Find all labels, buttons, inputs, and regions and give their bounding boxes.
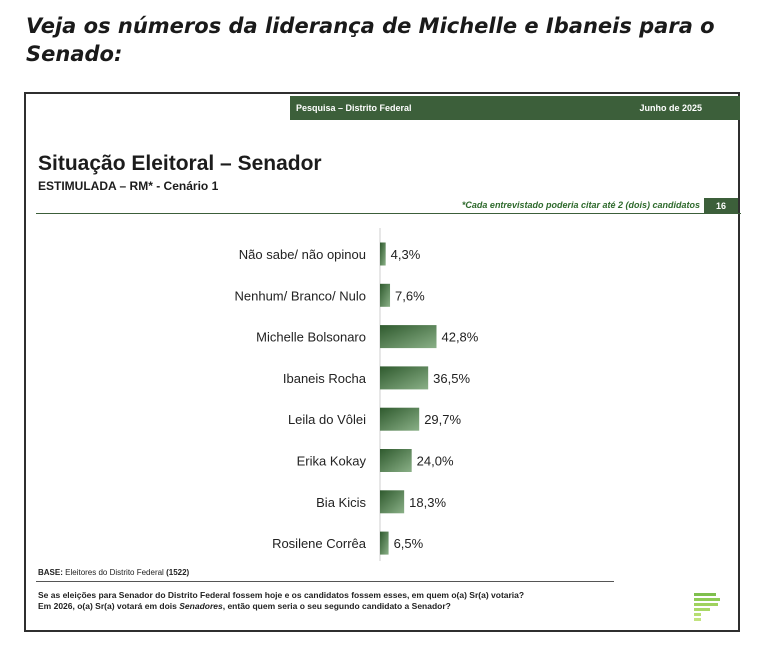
value-label: 42,8% — [441, 330, 478, 345]
category-label: Leila do Vôlei — [288, 412, 366, 427]
question-line-2: Em 2026, o(a) Sr(a) votará em dois Senad… — [38, 601, 598, 612]
base-label: BASE: — [38, 568, 63, 577]
category-label: Erika Kokay — [297, 454, 367, 469]
bar — [380, 407, 420, 431]
value-label: 18,3% — [409, 495, 446, 510]
base-text: Eleitores do Distrito Federal — [65, 568, 164, 577]
category-label: Bia Kicis — [316, 495, 366, 510]
value-label: 24,0% — [417, 454, 454, 469]
question-line-2-start: Em 2026, o(a) Sr(a) votará em dois — [38, 601, 180, 611]
category-label: Rosilene Corrêa — [272, 536, 367, 551]
category-label: Ibaneis Rocha — [283, 371, 367, 386]
bar — [380, 366, 429, 390]
question-line-2-end: , então quem seria o seu segundo candida… — [222, 601, 451, 611]
question-line-1: Se as eleições para Senador do Distrito … — [38, 590, 525, 600]
sample-base: BASE: Eleitores do Distrito Federal (152… — [38, 568, 189, 577]
category-label: Não sabe/ não opinou — [239, 247, 366, 262]
value-label: 4,3% — [391, 247, 421, 262]
survey-question: Se as eleições para Senador do Distrito … — [38, 590, 598, 612]
slide-header-bar: Pesquisa – Distrito Federal Junho de 202… — [290, 96, 740, 120]
question-line-2-emphasis: Senadores — [179, 601, 223, 611]
article-headline: Veja os números da liderança de Michelle… — [26, 14, 715, 66]
value-label: 36,5% — [433, 371, 470, 386]
poll-slide: Pesquisa – Distrito Federal Junho de 202… — [24, 92, 741, 632]
bar — [380, 242, 386, 266]
page-number: 16 — [704, 198, 738, 214]
footer-divider — [36, 581, 614, 582]
value-label: 7,6% — [395, 288, 425, 303]
value-label: 6,5% — [394, 536, 424, 551]
base-count: (1522) — [166, 568, 190, 577]
chart-subtitle: ESTIMULADA – RM* - Cenário 1 — [38, 179, 219, 193]
chart-title: Situação Eleitoral – Senador — [38, 152, 322, 175]
respondent-note: *Cada entrevistado poderia citar até 2 (… — [461, 200, 700, 210]
bar — [380, 449, 412, 472]
value-label: 29,7% — [424, 412, 461, 427]
pollster-logo-icon — [694, 593, 720, 621]
survey-date: Junho de 2025 — [639, 103, 702, 113]
bar — [380, 490, 405, 514]
header-divider — [36, 213, 741, 214]
bar — [380, 531, 389, 555]
bar — [380, 283, 391, 307]
survey-location: Pesquisa – Distrito Federal — [296, 103, 412, 113]
category-label: Michelle Bolsonaro — [256, 330, 366, 345]
bar-chart: Não sabe/ não opinou 4,3% Nenhum/ Branco/ … — [234, 228, 479, 561]
category-label: Nenhum/ Branco/ Nulo — [234, 288, 366, 303]
bar — [380, 325, 437, 349]
